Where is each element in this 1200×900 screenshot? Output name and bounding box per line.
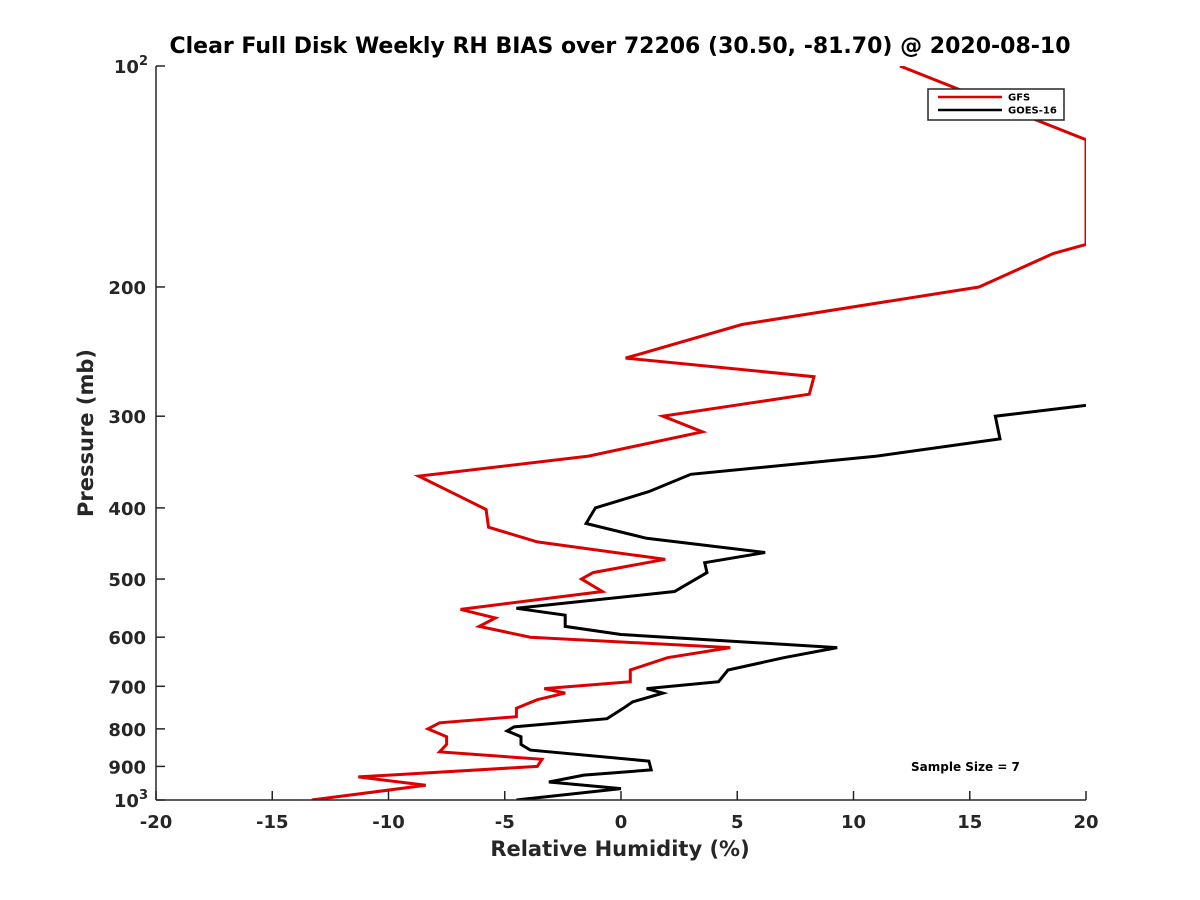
x-tick-label: 0 (615, 812, 628, 833)
x-axis-label: Relative Humidity (%) (490, 837, 749, 861)
y-tick-label: 400 (108, 499, 146, 520)
legend-box (927, 88, 1065, 121)
y-tick-label: 800 (108, 720, 146, 741)
x-tick-label: -20 (140, 812, 173, 833)
legend-label-goes16: GOES-16 (1008, 106, 1057, 117)
series-line-goes16 (503, 403, 1086, 800)
legend-label-gfs: GFS (1008, 93, 1030, 104)
x-tick-label: 20 (1073, 812, 1098, 833)
y-tick-label: 600 (108, 628, 146, 649)
y-tick-label: 200 (108, 278, 146, 299)
x-tick-label: -15 (256, 812, 289, 833)
y-tick-label: 900 (108, 757, 146, 778)
y-tick-label: 102 (114, 54, 148, 78)
y-tick-label: 700 (108, 677, 146, 698)
x-tick-label: -10 (372, 812, 405, 833)
series-line-gfs (311, 66, 1086, 800)
plot-area (156, 66, 1086, 800)
x-tick-label: 5 (731, 812, 744, 833)
x-tick-label: 15 (957, 812, 982, 833)
y-tick-label: 500 (108, 570, 146, 591)
y-tick-label: 103 (114, 788, 148, 812)
series-layer (311, 66, 1086, 800)
x-ticks: -20 -15 -10 -5 0 5 10 15 20 (140, 791, 1099, 833)
y-tick-label: 300 (108, 407, 146, 428)
chart-title: Clear Full Disk Weekly RH BIAS over 7220… (169, 34, 1070, 59)
x-tick-label: 10 (841, 812, 866, 833)
sample-size-annotation: Sample Size = 7 (911, 760, 1020, 774)
y-axis-label: Pressure (mb) (74, 349, 98, 517)
legend: GFS GOES-16 (927, 88, 1065, 121)
x-tick-label: -5 (495, 812, 515, 833)
y-ticks: 102 200 300 400 500 600 700 800 900 103 (108, 54, 165, 812)
